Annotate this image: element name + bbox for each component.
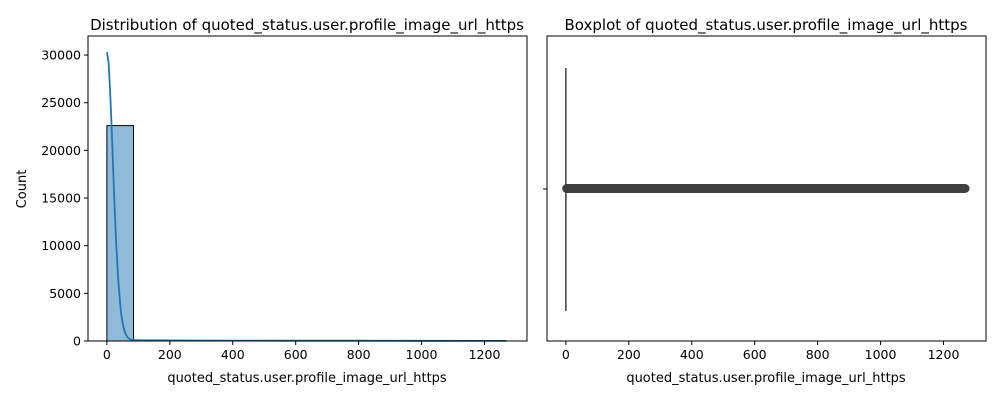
- y-tick-label: 0: [73, 334, 81, 349]
- histogram-x-ticks: 0 200 400 600 800 1000 1200: [103, 341, 501, 362]
- x-tick-label: 0: [103, 347, 111, 362]
- x-tick-label: 800: [347, 347, 371, 362]
- x-tick-label: 800: [806, 347, 830, 362]
- histogram-y-label: Count: [15, 170, 30, 209]
- x-tick-label: 600: [743, 347, 767, 362]
- x-tick-label: 400: [680, 347, 704, 362]
- x-tick-label: 1200: [469, 347, 501, 362]
- histogram-x-label: quoted_status.user.profile_image_url_htt…: [167, 371, 447, 386]
- x-tick-label: 200: [617, 347, 641, 362]
- x-tick-label: 1200: [928, 347, 960, 362]
- x-tick-label: 600: [284, 347, 308, 362]
- y-tick-label: 5000: [49, 286, 81, 301]
- y-tick-label: 25000: [41, 95, 81, 110]
- x-tick-label: 0: [562, 347, 570, 362]
- x-tick-label: 1000: [865, 347, 897, 362]
- y-tick-label: 15000: [41, 191, 81, 206]
- x-tick-label: 1000: [406, 347, 438, 362]
- x-tick-label: 400: [221, 347, 245, 362]
- histogram-title: Distribution of quoted_status.user.profi…: [90, 16, 524, 35]
- boxplot-title: Boxplot of quoted_status.user.profile_im…: [565, 16, 968, 35]
- boxplot-x-label: quoted_status.user.profile_image_url_htt…: [626, 371, 906, 386]
- boxplot-marks: [562, 68, 970, 311]
- histogram-panel: Distribution of quoted_status.user.profi…: [15, 16, 528, 386]
- boxplot-outliers: [562, 184, 970, 193]
- y-tick-label: 20000: [41, 143, 81, 158]
- boxplot-panel: Boxplot of quoted_status.user.profile_im…: [543, 16, 987, 386]
- y-tick-label: 10000: [41, 238, 81, 253]
- histogram-plot-frame: [87, 35, 528, 342]
- histogram-y-ticks: 0 5000 10000 15000 20000 25000 30000: [41, 48, 88, 349]
- x-tick-label: 200: [158, 347, 182, 362]
- y-tick-label: 30000: [41, 48, 81, 63]
- boxplot-x-ticks: 0 200 400 600 800 1000 1200: [562, 341, 960, 362]
